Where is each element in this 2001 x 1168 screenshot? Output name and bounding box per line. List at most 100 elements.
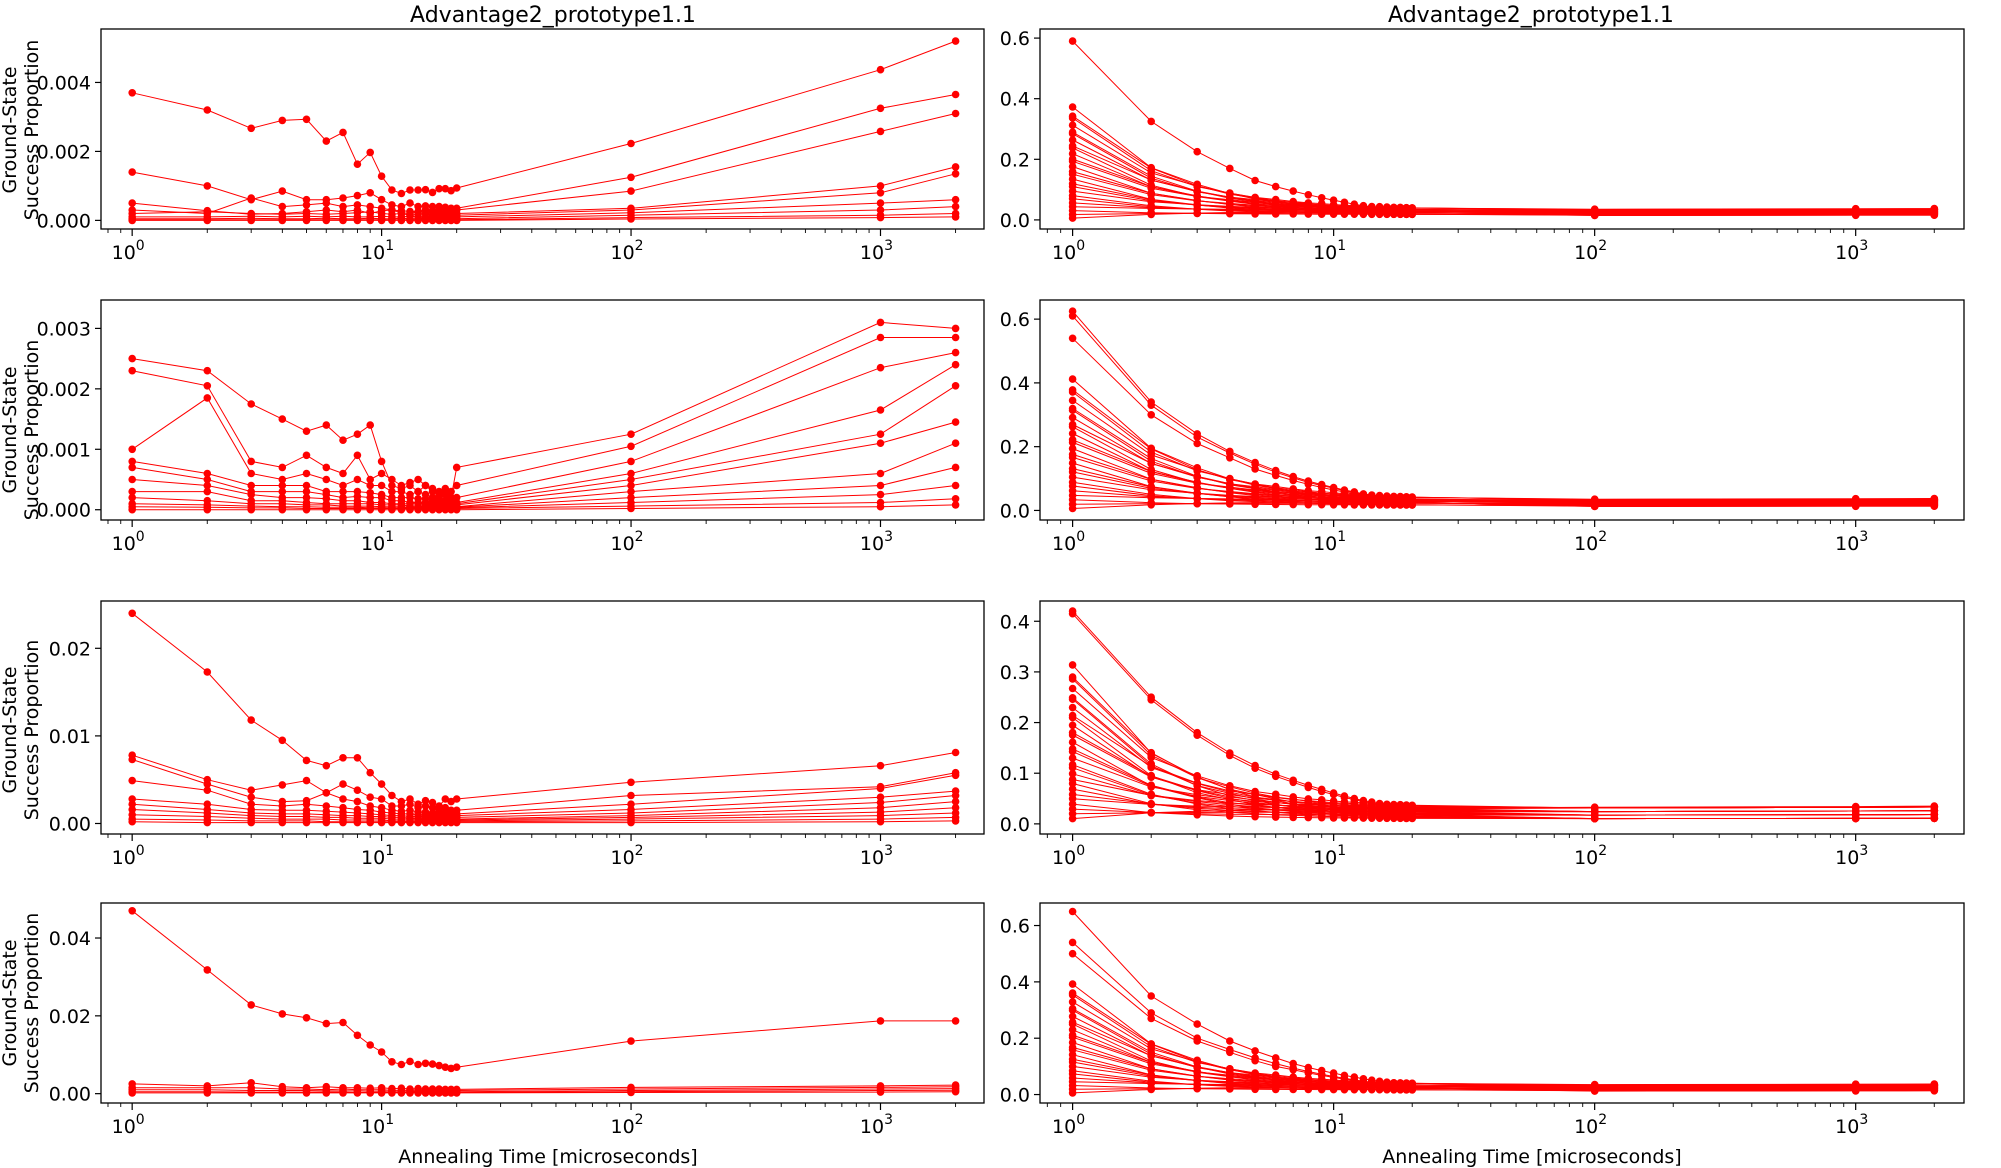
data-point: [1068, 991, 1077, 999]
data-point: [452, 216, 461, 225]
data-point: [128, 800, 136, 808]
x-axis-title-left: Annealing Time [microseconds]: [398, 1146, 697, 1168]
data-point: [1350, 490, 1359, 498]
data-point: [876, 784, 885, 793]
data-point: [1271, 772, 1280, 781]
data-point: [339, 469, 347, 478]
data-point: [366, 1041, 375, 1049]
data-point: [951, 333, 960, 342]
data-point: [1068, 334, 1077, 343]
series-line: [1072, 1061, 1935, 1088]
data-point: [302, 800, 311, 808]
y-axis-title-line2: Success Proportion: [21, 40, 43, 221]
data-point: [377, 195, 386, 204]
data-point: [278, 781, 287, 789]
data-point: [406, 1057, 414, 1066]
data-point: [1068, 444, 1077, 453]
axes-frame: [100, 28, 985, 230]
x-tick-label: 103: [860, 238, 893, 264]
data-point: [1402, 1082, 1411, 1091]
data-point: [353, 430, 362, 439]
data-point: [1193, 772, 1201, 780]
data-point: [1226, 1037, 1234, 1045]
data-point: [353, 1089, 362, 1097]
data-point: [1068, 684, 1077, 693]
data-point: [1068, 129, 1077, 138]
data-point: [1068, 429, 1077, 438]
data-point: [1068, 721, 1077, 730]
data-point: [278, 415, 287, 423]
data-point: [1408, 804, 1416, 813]
data-point: [377, 795, 386, 803]
data-point: [428, 818, 437, 827]
data-point: [247, 194, 255, 202]
data-point: [1340, 207, 1349, 216]
data-point: [435, 818, 443, 827]
data-point: [1340, 488, 1349, 496]
data-point: [1368, 1079, 1376, 1087]
data-point: [1289, 187, 1297, 195]
data-point: [441, 795, 450, 803]
data-point: [1068, 938, 1077, 947]
data-point: [435, 487, 443, 496]
data-point: [1304, 191, 1313, 199]
data-point: [951, 439, 960, 448]
data-point: [1271, 208, 1280, 216]
data-point: [322, 802, 331, 810]
data-point: [1271, 1054, 1280, 1062]
data-point: [1068, 214, 1077, 222]
data-point: [435, 216, 443, 225]
data-point: [1375, 204, 1384, 212]
data-point: [406, 199, 414, 207]
axes-frame: [100, 600, 985, 835]
data-point: [128, 216, 136, 225]
data-point: [1068, 770, 1077, 778]
series-line: [1072, 911, 1935, 1086]
data-point: [406, 818, 414, 827]
x-tick-label: 102: [1574, 238, 1607, 264]
column-title-right: Advantage2_prototype1.1: [1388, 3, 1674, 28]
data-point: [1193, 499, 1201, 508]
data-point: [876, 430, 885, 439]
y-tick-label: 0.1: [1000, 763, 1030, 785]
data-point: [1068, 731, 1077, 739]
data-point: [353, 818, 362, 827]
data-point: [128, 907, 136, 915]
data-point: [1329, 790, 1338, 799]
x-tick-label: 102: [1574, 529, 1607, 555]
series-line: [1072, 378, 1935, 508]
y-tick-label: 0.6: [1000, 916, 1030, 938]
data-point: [1304, 207, 1313, 216]
data-point: [414, 1060, 422, 1069]
series-group: [128, 37, 960, 225]
data-point: [627, 442, 635, 451]
series-group: [1068, 907, 1939, 1097]
data-point: [1851, 206, 1860, 214]
series-line: [1072, 106, 1935, 217]
data-point: [1329, 207, 1338, 216]
data-point: [339, 481, 347, 490]
data-point: [627, 800, 635, 808]
x-tick-label: 100: [1052, 1112, 1085, 1138]
data-point: [128, 817, 136, 826]
data-point: [128, 1089, 136, 1097]
series-line: [1072, 391, 1935, 503]
data-point: [128, 493, 136, 502]
data-point: [428, 803, 437, 812]
data-point: [1068, 980, 1077, 988]
data-point: [1359, 797, 1368, 806]
data-point: [1383, 494, 1391, 503]
series-line: [132, 795, 956, 818]
data-point: [302, 505, 311, 514]
data-point: [1068, 375, 1077, 383]
data-point: [397, 802, 406, 810]
y-tick-label: 0.2: [1000, 149, 1030, 171]
data-point: [1329, 1083, 1338, 1091]
x-tick-label: 100: [112, 843, 145, 869]
data-point: [1226, 164, 1234, 173]
axes-frame: [100, 902, 985, 1104]
y-tick-label: 0.00: [49, 813, 91, 835]
data-point: [339, 194, 347, 202]
data-point: [1350, 1083, 1359, 1091]
series-group: [128, 907, 960, 1097]
